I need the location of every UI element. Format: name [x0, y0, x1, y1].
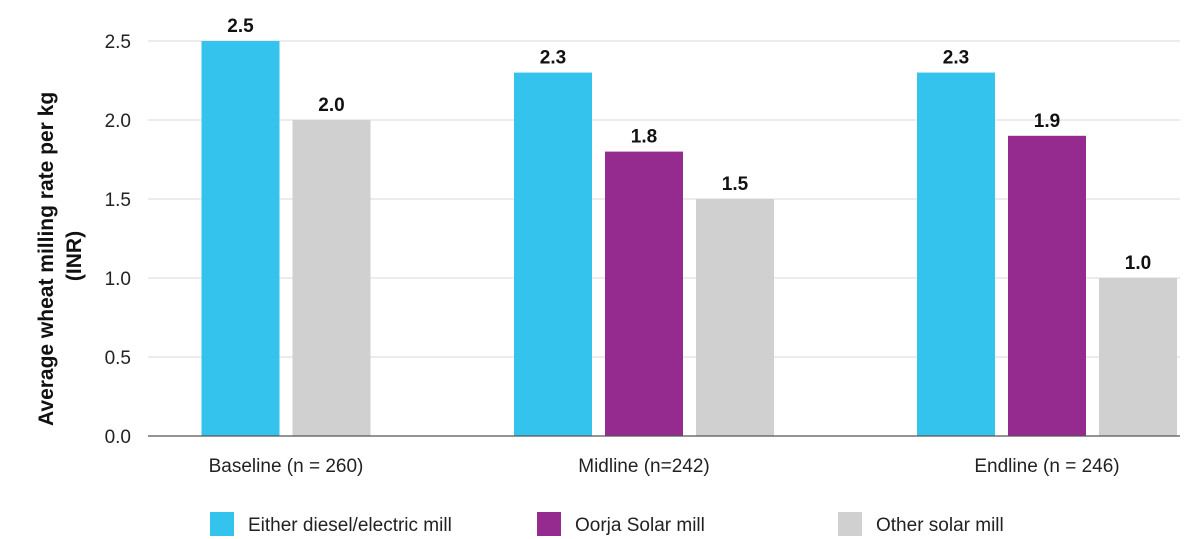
legend-swatch — [838, 512, 862, 536]
x-tick-label: Midline (n=242) — [578, 456, 710, 477]
data-label: 1.9 — [1034, 111, 1060, 132]
bar — [1099, 278, 1177, 436]
y-tick-label: 0.5 — [105, 348, 131, 369]
legend: Either diesel/electric mill Oorja Solar m… — [210, 512, 1004, 536]
legend-swatch — [537, 512, 561, 536]
y-axis-ticks: 0.0 0.5 1.0 1.5 2.0 2.5 — [105, 32, 131, 448]
legend-swatch — [210, 512, 234, 536]
data-label: 1.8 — [631, 127, 657, 148]
legend-item: Either diesel/electric mill — [210, 512, 452, 536]
legend-item: Other solar mill — [838, 512, 1004, 536]
y-tick-label: 2.5 — [105, 32, 131, 53]
bar — [605, 151, 683, 436]
bar — [292, 120, 371, 436]
y-tick-label: 1.5 — [105, 190, 131, 211]
y-axis-title-line-1: Average wheat milling rate per kg — [35, 92, 58, 426]
bars — [201, 41, 1177, 437]
data-label: 1.5 — [722, 174, 749, 195]
bar — [514, 72, 592, 436]
x-axis-ticks: Baseline (n = 260) Midline (n=242) Endline… — [209, 456, 1120, 477]
y-axis-title-line-2: (INR) — [63, 231, 86, 281]
legend-item: Oorja Solar mill — [537, 512, 705, 536]
legend-label: Other solar mill — [876, 515, 1004, 536]
x-tick-label: Baseline (n = 260) — [209, 456, 364, 477]
x-tick-label: Endline (n = 246) — [974, 456, 1119, 477]
data-label: 2.5 — [227, 16, 254, 37]
bar — [696, 199, 774, 436]
y-tick-label: 0.0 — [105, 427, 131, 448]
y-tick-label: 2.0 — [105, 111, 131, 132]
y-axis-title: Average wheat milling rate per kg (INR) — [35, 86, 86, 426]
data-label: 2.3 — [943, 48, 969, 69]
data-label: 2.0 — [318, 95, 344, 116]
bar — [1008, 135, 1086, 437]
data-label: 1.0 — [1125, 253, 1151, 274]
bar — [917, 72, 995, 436]
data-labels: 2.5 2.0 2.3 1.8 1.5 2.3 1.9 1.0 — [227, 16, 1151, 274]
legend-label: Either diesel/electric mill — [248, 515, 452, 536]
data-label: 2.3 — [540, 48, 566, 69]
bar — [201, 41, 280, 436]
legend-label: Oorja Solar mill — [575, 515, 705, 536]
y-tick-label: 1.0 — [105, 269, 131, 290]
